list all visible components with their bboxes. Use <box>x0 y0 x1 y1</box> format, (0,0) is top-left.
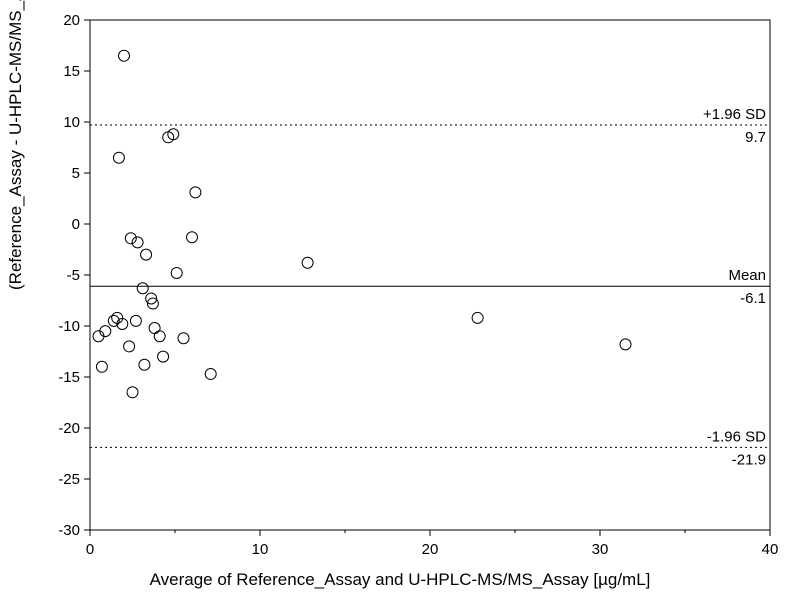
x-tick-label: 0 <box>86 541 94 558</box>
x-tick-label: 40 <box>762 541 779 558</box>
x-tick-label: 30 <box>592 541 609 558</box>
data-point <box>124 341 135 352</box>
reference-line-value: -6.1 <box>740 290 766 307</box>
data-point <box>96 361 107 372</box>
reference-line-label: -1.96 SD <box>707 428 766 445</box>
reference-line-value: -21.9 <box>732 451 766 468</box>
data-point <box>154 331 165 342</box>
chart-svg: 0 10 20 30 40 -30 -25 -20 -15 -10 -5 0 5 10 15 20 +1.96 … <box>0 0 800 600</box>
data-point <box>127 387 138 398</box>
data-point <box>187 232 198 243</box>
data-point <box>130 315 141 326</box>
y-tick-label: -15 <box>58 369 80 386</box>
reference-line-label: +1.96 SD <box>703 106 766 123</box>
y-tick-label: -5 <box>67 267 80 284</box>
y-tick-label: -25 <box>58 471 80 488</box>
y-tick-label: -10 <box>58 318 80 335</box>
x-tick-label: 20 <box>422 541 439 558</box>
data-point <box>620 339 631 350</box>
data-point <box>158 351 169 362</box>
y-tick-label: 15 <box>63 63 80 80</box>
reference-line-value: 9.7 <box>745 129 766 146</box>
y-tick-label: -20 <box>58 420 80 437</box>
y-tick-label: 10 <box>63 114 80 131</box>
bland-altman-chart: (Reference_Assay - U-HPLC-MS/MS_Assay) /… <box>0 0 800 600</box>
data-point <box>190 187 201 198</box>
y-tick-label: 0 <box>72 216 80 233</box>
data-point <box>205 368 216 379</box>
x-tick-label: 10 <box>252 541 269 558</box>
data-point <box>119 50 130 61</box>
data-point <box>139 359 150 370</box>
data-point <box>137 283 148 294</box>
y-axis-label: (Reference_Assay - U-HPLC-MS/MS_Assay) /… <box>6 0 26 290</box>
y-tick-label: -30 <box>58 522 80 539</box>
y-tick-label: 20 <box>63 12 80 29</box>
data-point <box>171 267 182 278</box>
reference-line-label: Mean <box>728 267 766 284</box>
data-point <box>113 152 124 163</box>
data-point <box>472 312 483 323</box>
x-axis-label: Average of Reference_Assay and U-HPLC-MS… <box>0 570 800 590</box>
plot-border <box>90 20 770 530</box>
y-tick-label: 5 <box>72 165 80 182</box>
data-point <box>178 333 189 344</box>
data-point <box>149 323 160 334</box>
data-point <box>302 257 313 268</box>
data-point <box>141 249 152 260</box>
